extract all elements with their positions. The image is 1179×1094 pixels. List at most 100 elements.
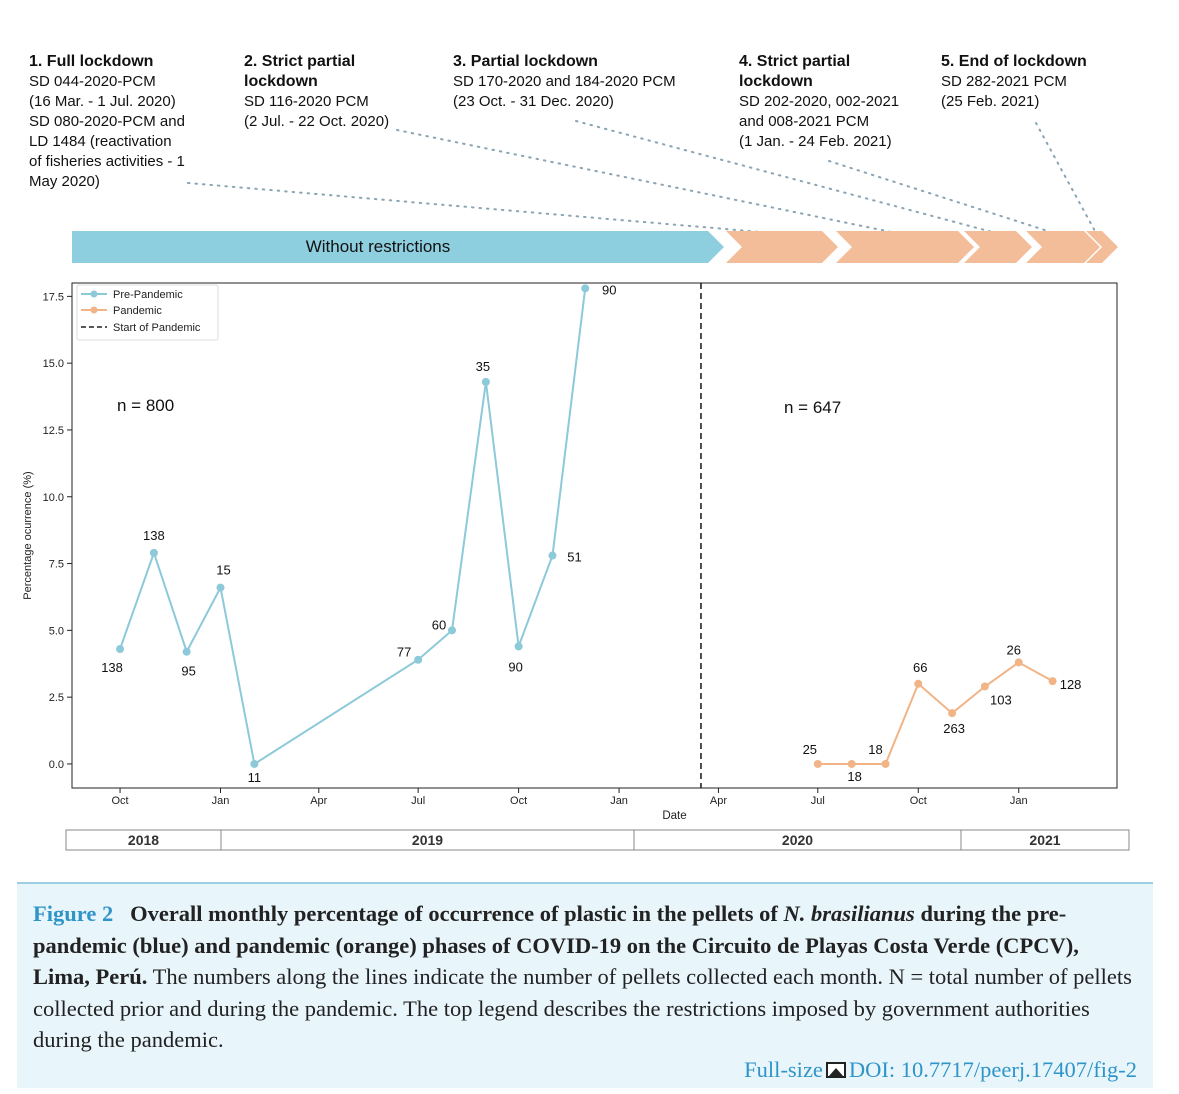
data-label: 138	[143, 528, 165, 543]
phase-title: 3. Partial lockdown	[453, 53, 598, 70]
legend-label: Pre-Pandemic	[113, 289, 183, 301]
y-tick-label: 7.5	[49, 559, 64, 571]
data-point	[481, 377, 490, 386]
legend-entry: Start of Pandemic	[81, 322, 201, 334]
doi-link[interactable]: DOI: 10.7717/peerj.17407/fig-2	[848, 1056, 1137, 1082]
series-pandemic: 25 18 18 66 263 103 26 128	[803, 642, 1082, 784]
data-label: 51	[567, 550, 581, 565]
phase-leader-lines	[187, 120, 1097, 234]
y-tick-label: 15.0	[43, 358, 64, 370]
phase-detail: (23 Oct. - 31 Dec. 2020)	[453, 93, 614, 110]
phase-4: 4. Strict partial lockdown SD 202-2020, 00…	[739, 53, 899, 150]
y-tick-label: 0.0	[49, 759, 64, 771]
x-tick-label: Apr	[310, 795, 327, 807]
data-point	[182, 647, 191, 656]
y-tick-label: 2.5	[49, 692, 64, 704]
leader-line	[187, 182, 773, 234]
data-point	[980, 682, 989, 691]
data-point	[881, 759, 890, 768]
legend-marker	[90, 306, 98, 314]
phase-detail: SD 044-2020-PCM	[29, 73, 156, 90]
banner-phase-2	[836, 231, 974, 263]
figure-chart: 1. Full lockdown SD 044-2020-PCM (16 Mar. …	[22, 53, 1130, 851]
x-tick-label: Apr	[710, 795, 727, 807]
restriction-banner: Without restrictions	[72, 231, 1118, 263]
phase-3: 3. Partial lockdown SD 170-2020 and 184-2…	[453, 53, 676, 110]
data-point	[813, 759, 822, 768]
n-pre-pandemic: n = 800	[117, 396, 174, 415]
x-axis-label: Date	[662, 810, 686, 822]
x-tick-label: Oct	[510, 795, 527, 807]
data-point	[149, 548, 158, 557]
banner-phase-1	[726, 231, 838, 263]
data-label: 90	[508, 659, 522, 674]
caption-text: The numbers along the lines indicate the…	[33, 964, 1132, 1052]
year-label: 2021	[1029, 832, 1060, 848]
phase-title: 1. Full lockdown	[29, 53, 153, 70]
legend-marker	[90, 290, 98, 298]
year-label: 2018	[128, 832, 159, 848]
plot-axes: 0.0 2.5 5.0 7.5 10.0 12.5 15.0 17.5 Oct Jan Apr Jul…	[22, 282, 1118, 822]
data-label: 25	[803, 742, 817, 757]
caption-links: Full-size DOI: 10.7717/peerj.17407/fig-2	[744, 1054, 1137, 1086]
series-pre-pandemic: 138 138 95 15 11 77 60 35 90 51 90	[101, 282, 616, 785]
caption-title-end: during the pre-pandemic (blue) and pande…	[33, 901, 1079, 989]
legend-box	[76, 284, 219, 341]
caption-label: Figure 2	[33, 901, 114, 926]
x-tick-label: Jan	[610, 795, 628, 807]
banner-phase-5	[1086, 231, 1118, 263]
phase-detail: LD 1484 (reactivation	[29, 133, 172, 150]
banner-label: Without restrictions	[306, 237, 451, 256]
plot-marks: 138 138 95 15 11 77 60 35 90 51 90 25 18 18 66 263 103 26…	[101, 282, 1081, 788]
leader-line	[1035, 122, 1097, 234]
phase-1: 1. Full lockdown SD 044-2020-PCM (16 Mar. …	[29, 53, 185, 190]
data-label: 103	[990, 692, 1012, 707]
fullsize-link[interactable]: Full-size	[744, 1056, 823, 1082]
data-point	[448, 626, 456, 635]
data-point	[581, 284, 590, 293]
data-point	[116, 645, 125, 654]
data-point	[414, 655, 423, 664]
series-line	[119, 288, 587, 766]
legend-label: Start of Pandemic	[113, 322, 201, 334]
data-point	[1014, 658, 1023, 667]
data-label: 11	[248, 770, 262, 785]
leader-line	[575, 120, 997, 234]
y-tick-label: 10.0	[43, 492, 64, 504]
phase-detail: SD 080-2020-PCM and	[29, 113, 185, 130]
data-label: 263	[943, 721, 965, 736]
data-point	[914, 679, 923, 688]
year-bar: 2018 2019 2020 2021	[65, 829, 1130, 851]
phase-title: 5. End of lockdown	[941, 53, 1087, 70]
leader-line	[396, 129, 897, 234]
phase-title: 4. Strict partial	[739, 53, 850, 70]
data-point	[847, 759, 856, 768]
data-point	[514, 642, 523, 651]
phase-detail: SD 282-2021 PCM	[941, 73, 1067, 90]
phase-detail: (25 Feb. 2021)	[941, 93, 1039, 110]
x-tick-label: Jan	[212, 795, 230, 807]
phase-detail: SD 202-2020, 002-2021	[739, 93, 899, 110]
phase-5: 5. End of lockdown SD 282-2021 PCM (25 Feb…	[941, 53, 1087, 110]
x-tick-label: Oct	[111, 795, 128, 807]
y-tick-label: 17.5	[43, 291, 64, 303]
legend-entry: Pre-Pandemic	[81, 289, 183, 301]
data-point	[1048, 677, 1057, 686]
phase-title: 2. Strict partial	[244, 53, 355, 70]
banner-without-restrictions	[72, 231, 724, 263]
year-cell	[960, 829, 1130, 851]
x-tick-label: Jul	[811, 795, 825, 807]
figure-caption: Figure 2 Overall monthly percentage of o…	[17, 882, 1153, 1088]
data-label: 90	[602, 282, 616, 297]
phase-title-cont: lockdown	[244, 73, 318, 90]
data-label: 26	[1006, 642, 1020, 657]
phase-detail: (16 Mar. - 1 Jul. 2020)	[29, 93, 176, 110]
plot-frame	[71, 282, 1118, 789]
image-icon[interactable]	[825, 1061, 846, 1078]
series-line	[817, 661, 1054, 765]
year-label: 2019	[412, 832, 443, 848]
n-pandemic: n = 647	[784, 398, 841, 417]
x-tick-label: Jul	[411, 795, 425, 807]
phase-annotations: 1. Full lockdown SD 044-2020-PCM (16 Mar. …	[29, 53, 1087, 190]
data-label: 138	[101, 660, 123, 675]
